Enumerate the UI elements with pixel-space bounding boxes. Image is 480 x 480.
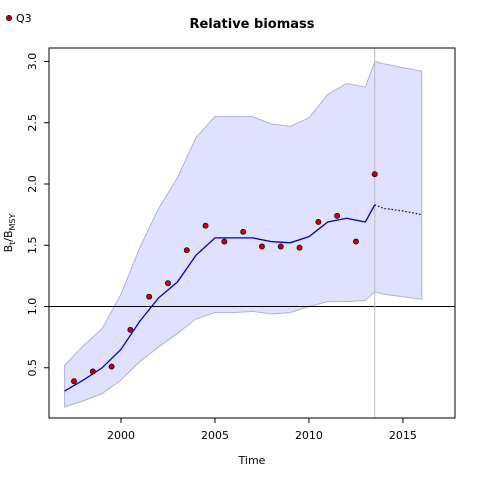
x-tick-label: 2015 [389, 429, 417, 442]
y-tick-label: 0.5 [26, 359, 39, 377]
y-tick-label: 3.0 [26, 53, 39, 71]
data-point [221, 238, 228, 245]
data-point [371, 171, 378, 178]
chart-title: Relative biomass [189, 17, 314, 32]
data-point [127, 326, 134, 333]
data-point [259, 243, 265, 250]
y-tick-label: 2.5 [26, 114, 39, 132]
data-point [296, 244, 303, 251]
y-label-part: /B [2, 230, 15, 241]
data-point [89, 368, 96, 375]
data-point [183, 247, 190, 254]
data-point [71, 378, 77, 385]
data-point [334, 212, 341, 219]
x-tick-label: 2000 [107, 429, 135, 442]
data-point [165, 280, 171, 287]
y-label-part: B [2, 245, 15, 253]
y-tick-label: 2.0 [26, 175, 39, 193]
data-point [146, 293, 153, 300]
data-point [108, 363, 115, 370]
data-point [240, 228, 247, 235]
data-point [352, 238, 359, 245]
y-label-part: t [8, 242, 17, 245]
y-tick-label: 1.0 [26, 298, 39, 316]
legend-marker [6, 15, 12, 21]
x-tick-label: 2010 [295, 429, 323, 442]
legend-label: Q3 [16, 12, 32, 25]
y-axis-label: Bt/BMSY [2, 213, 17, 252]
y-label-part: MSY [8, 213, 17, 230]
x-tick-label: 2005 [201, 429, 229, 442]
projection-line [374, 204, 422, 216]
data-point [277, 243, 284, 250]
plot-frame [48, 47, 456, 419]
fit-line [64, 204, 376, 392]
x-axis-label: Time [238, 454, 266, 467]
data-point [315, 219, 322, 225]
y-tick-label: 1.5 [26, 237, 39, 255]
data-point [202, 222, 209, 229]
